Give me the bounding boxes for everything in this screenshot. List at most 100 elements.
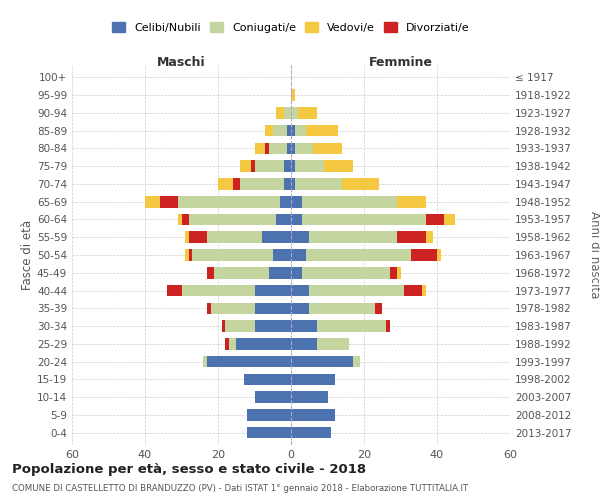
Bar	[251, 160, 254, 172]
Bar	[185, 249, 189, 261]
Bar	[145, 196, 160, 207]
Bar	[244, 374, 291, 385]
Bar	[295, 178, 342, 190]
Bar	[309, 302, 375, 314]
Bar	[291, 392, 328, 403]
Bar	[229, 338, 236, 349]
Bar	[426, 232, 433, 243]
Bar	[254, 160, 284, 172]
Bar	[287, 125, 291, 136]
Bar	[291, 267, 302, 278]
Bar	[240, 178, 284, 190]
Bar	[254, 392, 291, 403]
Bar	[233, 178, 240, 190]
Bar	[189, 214, 277, 226]
Bar	[182, 214, 189, 226]
Bar	[291, 107, 298, 118]
Bar	[291, 320, 317, 332]
Bar	[207, 302, 211, 314]
Bar	[221, 320, 226, 332]
Bar	[265, 125, 273, 136]
Bar	[302, 214, 426, 226]
Bar	[254, 142, 265, 154]
Text: Maschi: Maschi	[157, 56, 206, 68]
Text: Popolazione per età, sesso e stato civile - 2018: Popolazione per età, sesso e stato civil…	[12, 462, 366, 475]
Bar	[226, 338, 229, 349]
Bar	[444, 214, 455, 226]
Bar	[240, 160, 251, 172]
Bar	[302, 267, 389, 278]
Bar	[291, 338, 317, 349]
Bar	[313, 142, 342, 154]
Bar	[426, 214, 444, 226]
Text: COMUNE DI CASTELLETTO DI BRANDUZZO (PV) - Dati ISTAT 1° gennaio 2018 - Elaborazi: COMUNE DI CASTELLETTO DI BRANDUZZO (PV) …	[12, 484, 468, 493]
Bar	[305, 249, 412, 261]
Bar	[203, 356, 207, 368]
Bar	[397, 232, 426, 243]
Bar	[295, 160, 324, 172]
Bar	[291, 125, 295, 136]
Bar	[236, 338, 291, 349]
Bar	[178, 196, 280, 207]
Bar	[317, 338, 349, 349]
Bar	[291, 302, 309, 314]
Bar	[291, 409, 335, 420]
Bar	[302, 196, 397, 207]
Bar	[277, 214, 291, 226]
Bar	[167, 284, 182, 296]
Bar	[437, 249, 440, 261]
Bar	[211, 302, 254, 314]
Bar	[160, 196, 178, 207]
Bar	[291, 160, 295, 172]
Y-axis label: Anni di nascita: Anni di nascita	[588, 212, 600, 298]
Bar	[291, 427, 331, 438]
Bar	[291, 374, 335, 385]
Text: Femmine: Femmine	[368, 56, 433, 68]
Bar	[254, 284, 291, 296]
Bar	[273, 249, 291, 261]
Bar	[291, 178, 295, 190]
Bar	[287, 142, 291, 154]
Bar	[298, 107, 317, 118]
Bar	[291, 356, 353, 368]
Bar	[291, 90, 295, 101]
Bar	[254, 320, 291, 332]
Bar	[291, 232, 309, 243]
Bar	[189, 232, 207, 243]
Bar	[185, 232, 189, 243]
Bar	[397, 267, 401, 278]
Bar	[386, 320, 389, 332]
Bar	[291, 249, 305, 261]
Bar	[277, 107, 284, 118]
Bar	[269, 267, 291, 278]
Bar	[265, 142, 269, 154]
Bar	[269, 142, 287, 154]
Bar	[247, 427, 291, 438]
Bar	[193, 249, 273, 261]
Bar	[284, 107, 291, 118]
Bar	[305, 125, 338, 136]
Bar	[422, 284, 426, 296]
Bar	[375, 302, 382, 314]
Bar	[226, 320, 254, 332]
Bar	[324, 160, 353, 172]
Bar	[207, 356, 291, 368]
Bar	[291, 142, 295, 154]
Bar	[291, 214, 302, 226]
Legend: Celibi/Nubili, Coniugati/e, Vedovi/e, Divorziati/e: Celibi/Nubili, Coniugati/e, Vedovi/e, Di…	[108, 18, 474, 37]
Bar	[397, 196, 426, 207]
Bar	[207, 267, 214, 278]
Bar	[247, 409, 291, 420]
Bar	[389, 267, 397, 278]
Y-axis label: Fasce di età: Fasce di età	[21, 220, 34, 290]
Bar	[404, 284, 422, 296]
Bar	[309, 284, 404, 296]
Bar	[262, 232, 291, 243]
Bar	[214, 267, 269, 278]
Bar	[273, 125, 287, 136]
Bar	[291, 196, 302, 207]
Bar	[291, 284, 309, 296]
Bar	[218, 178, 233, 190]
Bar	[342, 178, 379, 190]
Bar	[189, 249, 193, 261]
